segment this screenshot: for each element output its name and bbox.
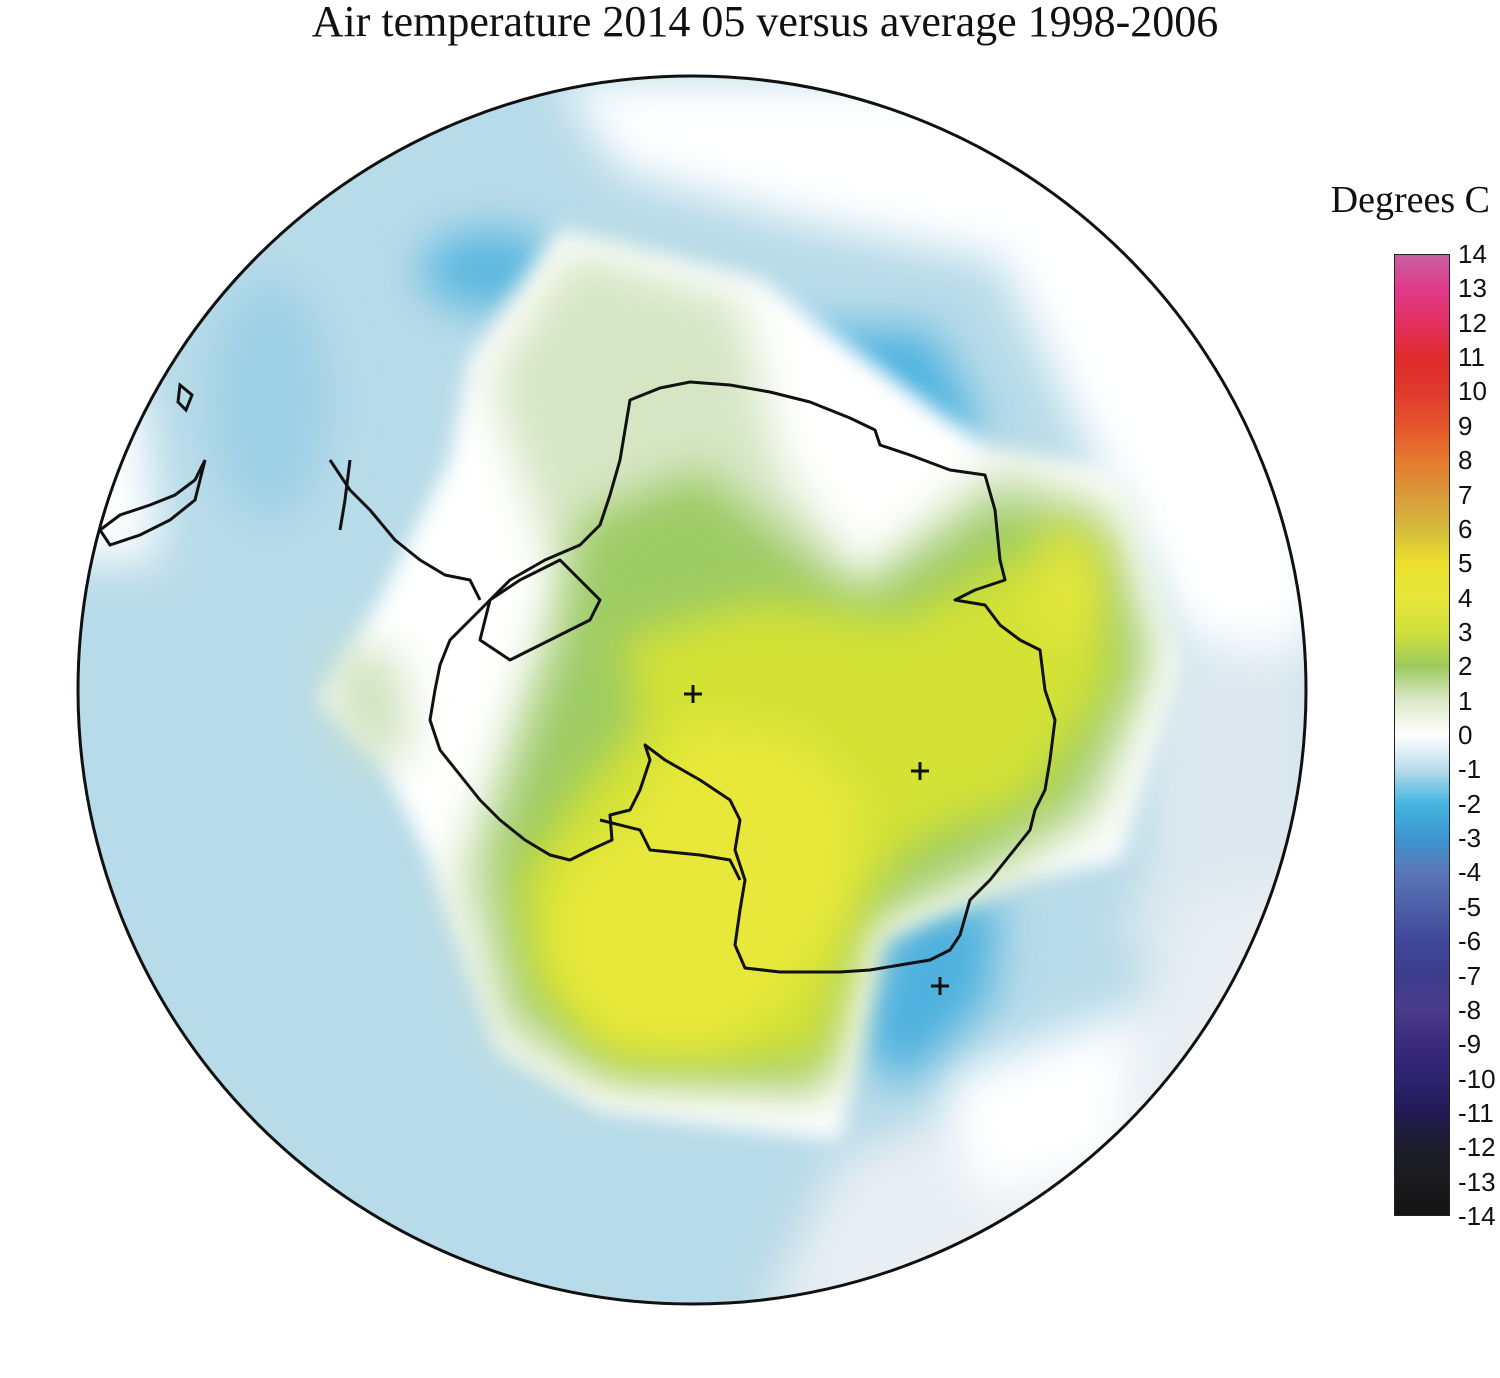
colorbar-tick-label: -9	[1458, 1029, 1482, 1060]
colorbar-tick-label: 6	[1458, 513, 1473, 544]
colorbar-tick-label: -11	[1458, 1097, 1494, 1128]
colorbar-tick-label: -8	[1458, 994, 1482, 1025]
colorbar-tick-label: -10	[1458, 1063, 1496, 1094]
colorbar-tick-label: 9	[1458, 410, 1473, 441]
colorbar-tick-label: 14	[1458, 239, 1487, 269]
station-marker	[911, 762, 929, 780]
antarctica-coastline	[328, 380, 1057, 974]
colorbar-tick-label: -2	[1458, 788, 1482, 819]
colorbar-tick-label: -3	[1458, 823, 1482, 854]
colorbar-tick-label: -12	[1458, 1132, 1496, 1163]
colorbar-tick-label: 5	[1458, 548, 1473, 579]
colorbar-tick-label: 8	[1458, 445, 1473, 476]
colorbar-tick-label: -13	[1458, 1166, 1496, 1197]
colorbar-tick-label: -1	[1458, 754, 1482, 785]
colorbar-tick-label: 10	[1458, 376, 1487, 407]
colorbar-tick-label: 0	[1458, 720, 1473, 750]
map-title: Air temperature 2014 05 versus average 1…	[311, 0, 1219, 46]
colorbar-tick-label: 7	[1458, 479, 1473, 510]
colorbar-tick-label: 2	[1458, 651, 1473, 682]
colorbar-tick-label: -4	[1458, 857, 1482, 888]
colorbar	[1394, 254, 1450, 1216]
colorbar-tick-label: 12	[1458, 307, 1487, 338]
south-pole-marker	[684, 685, 702, 703]
colorbar-tick-label: 13	[1458, 273, 1487, 304]
colorbar-units-label: Degrees C	[1330, 179, 1490, 221]
south-america-coastline	[97, 382, 207, 547]
colorbar-tick-label: 1	[1458, 685, 1473, 716]
colorbar-tick-label: -6	[1458, 926, 1482, 957]
colorbar-tick-label: -5	[1458, 891, 1482, 922]
colorbar-tick-label: 11	[1458, 342, 1485, 373]
station-markers	[684, 685, 949, 995]
colorbar-tick-label: 3	[1458, 616, 1473, 647]
colorbar-tick-label: 4	[1458, 582, 1473, 613]
colorbar-ticks: 14 13 12 11 10 9 8 7 6 5 4 3 2 1 0 -1 -2 -3 -4 -5 -6 -7 -8 -9 -1…	[1458, 239, 1500, 1231]
colorbar-tick-label: -7	[1458, 960, 1482, 991]
map-boundary-circle	[76, 74, 1308, 1306]
station-marker	[931, 977, 949, 995]
colorbar-tick-label: -14	[1458, 1201, 1496, 1231]
